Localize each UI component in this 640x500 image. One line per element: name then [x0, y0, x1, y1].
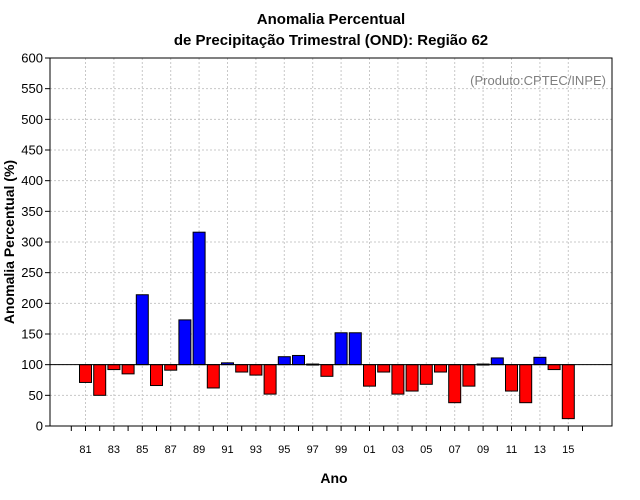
bar-12	[519, 364, 533, 404]
x-tick-label: 03	[392, 444, 404, 456]
x-tick-label: 85	[136, 444, 148, 456]
bar-02	[377, 364, 391, 373]
bar-92	[235, 364, 249, 373]
bar-14	[547, 364, 561, 371]
bar-04	[405, 364, 419, 392]
y-tick-label: 300	[21, 235, 43, 250]
x-tick-label: 07	[449, 444, 461, 456]
y-tick-label: 150	[21, 327, 43, 342]
bar-93	[249, 364, 263, 376]
y-axis-title: Anomalia Percentual (%)	[1, 160, 17, 324]
bar-01	[363, 364, 376, 387]
x-tick-label: 95	[278, 444, 290, 456]
bar-90	[206, 364, 220, 389]
y-tick-label: 0	[36, 419, 43, 434]
x-tick-label: 99	[335, 444, 347, 456]
y-tick-label: 50	[29, 388, 43, 403]
y-tick-label: 550	[21, 81, 43, 96]
bar-87	[164, 364, 178, 371]
y-tick-label: 450	[21, 143, 43, 158]
bar-85	[135, 294, 149, 366]
bar-88	[178, 319, 192, 366]
bar-82	[93, 364, 107, 396]
credit-label: (Produto:CPTEC/INPE)	[470, 73, 606, 88]
bar-07	[448, 364, 462, 404]
x-tick-label: 97	[307, 444, 319, 456]
bar-84	[121, 364, 135, 375]
y-tick-label: 500	[21, 112, 43, 127]
bar-06	[434, 364, 447, 373]
chart-title-line-1: Anomalia Percentual	[257, 11, 405, 28]
y-tick-label: 100	[21, 357, 43, 372]
bar-95	[277, 356, 291, 366]
bar-03	[391, 364, 405, 395]
bar-99	[334, 332, 348, 366]
bar-05	[419, 364, 433, 385]
y-tick-label: 600	[21, 51, 43, 66]
bar-00	[348, 332, 362, 366]
bar-81	[79, 364, 92, 383]
x-tick-label: 01	[363, 444, 375, 456]
y-axis: 0 50 100 150 200 250 300 350 400 450 500 550 600	[21, 51, 50, 434]
bar-10	[490, 357, 504, 366]
bar-13	[533, 356, 547, 366]
chart-title-line-2: de Precipitação Trimestral (OND): Região…	[174, 32, 488, 49]
bar-08	[462, 364, 476, 387]
x-tick-label: 05	[420, 444, 432, 456]
x-tick-label: 83	[108, 444, 120, 456]
x-tick-label: 91	[221, 444, 233, 456]
y-tick-label: 250	[21, 265, 43, 280]
x-axis-title: Ano	[320, 470, 347, 486]
y-tick-label: 200	[21, 296, 43, 311]
x-tick-label: 89	[193, 444, 205, 456]
bar-layer	[79, 231, 575, 420]
x-tick-label: 13	[534, 444, 546, 456]
bar-98	[320, 364, 334, 377]
x-tick-label: 15	[562, 444, 574, 456]
x-tick-label: 93	[250, 444, 262, 456]
x-axis: 81 83 85 87 89 91 93 95 97 99 01 03 05 07 09 11 13 15	[70, 426, 583, 456]
bar-86	[150, 364, 163, 387]
bar-96	[292, 354, 305, 366]
x-tick-label: 11	[506, 444, 517, 456]
bar-15	[561, 364, 575, 420]
x-tick-label: 09	[477, 444, 489, 456]
bar-11	[505, 364, 518, 392]
x-tick-label: 87	[165, 444, 177, 456]
x-tick-label: 81	[79, 444, 91, 456]
bar-94	[263, 364, 277, 395]
y-tick-label: 400	[21, 173, 43, 188]
bar-89	[192, 231, 206, 366]
bar-83	[107, 364, 121, 371]
y-tick-label: 350	[21, 204, 43, 219]
